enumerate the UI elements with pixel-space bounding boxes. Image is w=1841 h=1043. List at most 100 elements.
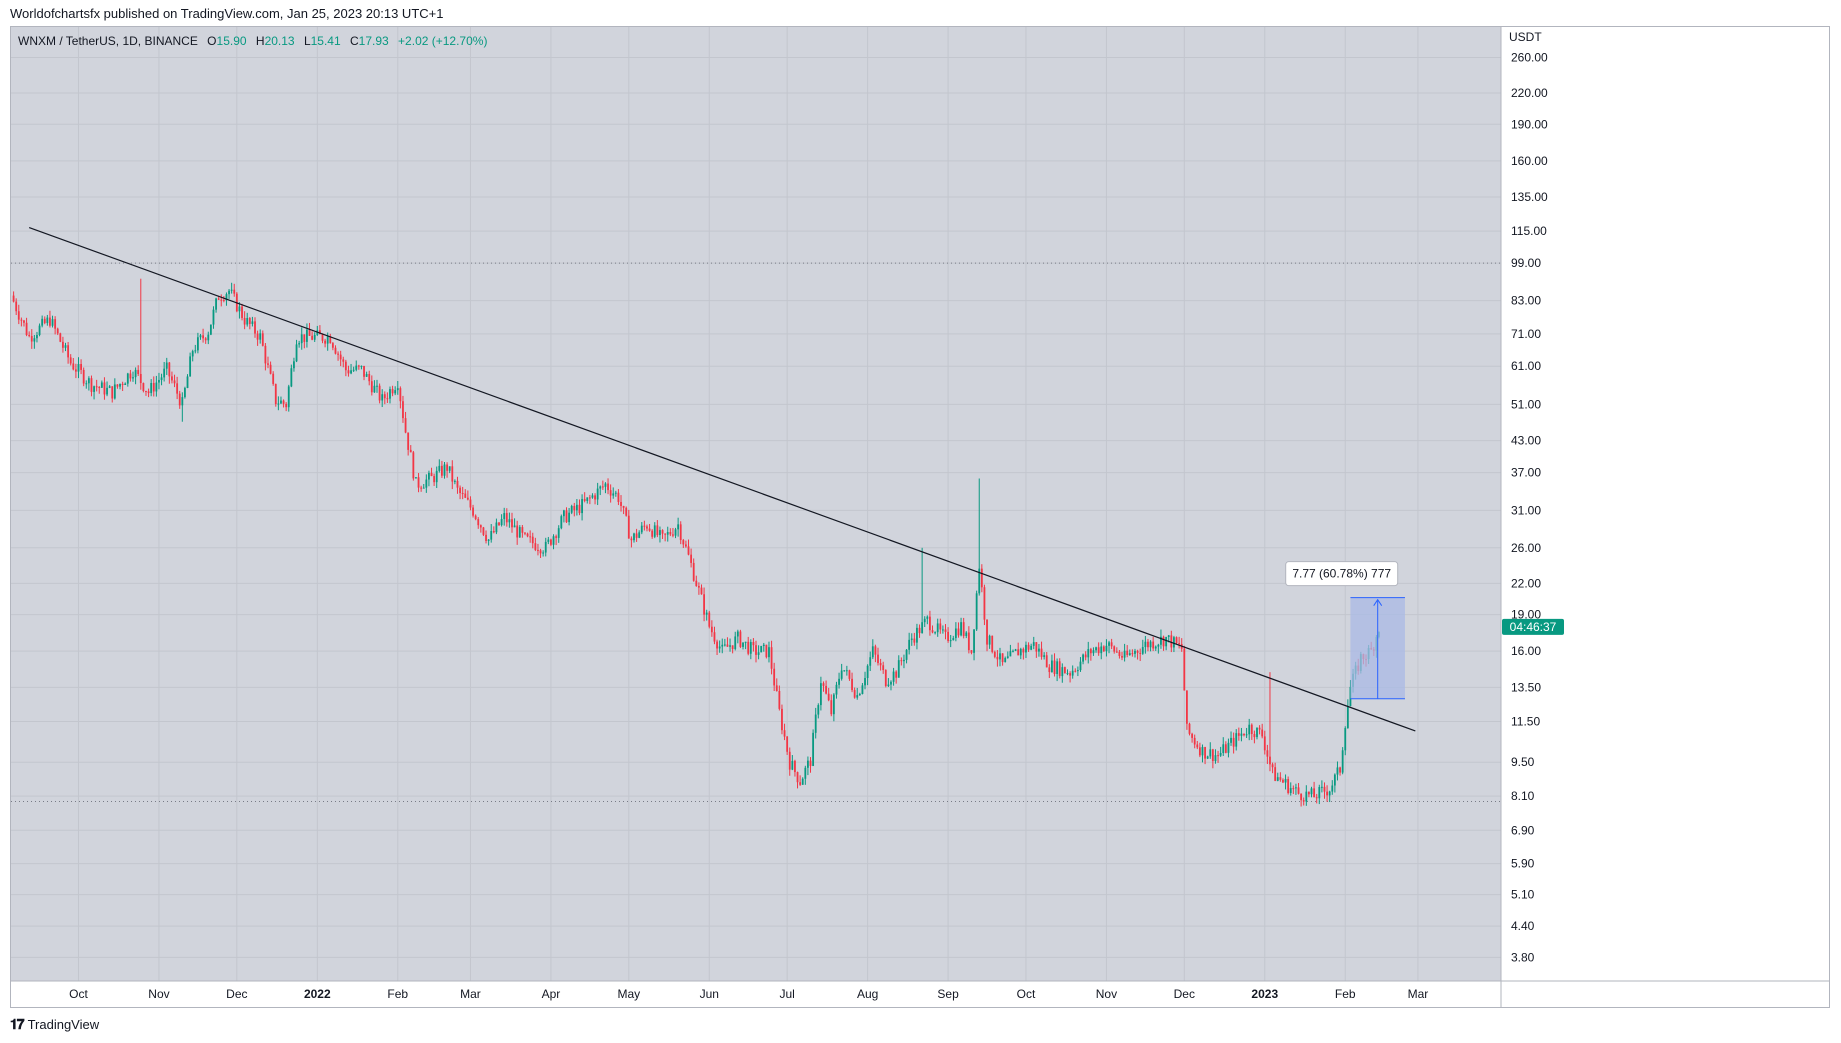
- candle-body: [583, 498, 586, 501]
- candle-body: [20, 319, 23, 321]
- candle-body: [1045, 655, 1048, 668]
- measure-label-box: [1285, 561, 1399, 587]
- candle-body: [59, 333, 62, 342]
- candle-body: [233, 289, 236, 294]
- candle-body: [209, 324, 212, 335]
- candle-body: [1066, 673, 1069, 675]
- price-axis[interactable]: USDT 260.00 220.00 190.00 160.00 135.00 115.00…: [1500, 27, 1564, 1007]
- candle-body: [433, 476, 436, 483]
- candle-body: [1134, 650, 1136, 654]
- candle-body: [609, 490, 612, 496]
- candle-body: [516, 525, 519, 538]
- candle-body: [666, 532, 669, 535]
- candle-body: [1074, 670, 1077, 672]
- candle-body: [921, 622, 924, 634]
- candle-body: [435, 470, 438, 483]
- symbol-name: WNXM / TetherUS, 1D, BINANCE: [18, 34, 198, 48]
- candle-body: [599, 486, 602, 489]
- candle-body: [277, 403, 280, 405]
- candle-body: [1339, 767, 1341, 773]
- candle-body: [420, 487, 423, 489]
- candle-body: [352, 369, 355, 371]
- candle-body: [469, 499, 472, 508]
- y-tick-label: 135.00: [1511, 190, 1548, 204]
- candle-body: [931, 630, 934, 633]
- candle-body: [685, 544, 687, 547]
- price-range-measure[interactable]: 7.77 (60.78%) 777: [1285, 561, 1405, 700]
- candle-body: [1079, 661, 1082, 671]
- candle-body: [916, 627, 918, 643]
- candle-body: [438, 465, 441, 471]
- candle-body: [33, 338, 36, 342]
- candle-body: [812, 732, 815, 766]
- time-axis[interactable]: Oct Nov Dec 2022 Feb Mar Apr May Jun Jul Aug Sep Oct…: [11, 980, 1829, 1001]
- candle-body: [17, 311, 20, 320]
- y-tick-label: 9.50: [1511, 755, 1535, 769]
- candle-body: [186, 376, 189, 388]
- candle-body: [404, 418, 407, 433]
- candles[interactable]: [12, 278, 1380, 807]
- candle-body: [669, 532, 672, 535]
- candle-body: [1250, 724, 1253, 735]
- candle-body: [762, 644, 765, 647]
- candle-body: [835, 684, 838, 695]
- candle-body: [524, 532, 526, 534]
- candle-body: [25, 322, 28, 335]
- y-tick-label: 26.00: [1511, 541, 1541, 555]
- candle-body: [1276, 777, 1279, 781]
- candle-body: [993, 651, 996, 657]
- tradingview-logo-icon[interactable]: 𝟏𝟕: [10, 1016, 25, 1032]
- candle-body: [723, 644, 726, 646]
- candle-body: [113, 384, 116, 399]
- candle-body: [713, 632, 716, 642]
- candle-body: [326, 336, 329, 344]
- candle-body: [459, 487, 461, 494]
- candle-body: [1320, 786, 1323, 788]
- candle-body: [700, 587, 703, 595]
- candle-body: [848, 670, 851, 679]
- candle-body: [394, 390, 397, 394]
- candle-body: [908, 639, 911, 650]
- candle-body: [321, 334, 324, 341]
- candle-body: [207, 334, 210, 341]
- candle-body: [93, 386, 95, 392]
- candle-body: [383, 394, 386, 399]
- countdown-label: 04:46:37: [1510, 620, 1557, 634]
- candle-body: [477, 519, 480, 526]
- candle-body: [1313, 788, 1316, 798]
- candle-body: [472, 507, 474, 516]
- brand-name[interactable]: TradingView: [27, 1017, 100, 1032]
- candle-body: [903, 659, 905, 662]
- candle-body: [1266, 750, 1269, 757]
- candle-body: [778, 690, 781, 709]
- open-value: 15.90: [216, 34, 247, 48]
- candle-body: [365, 374, 368, 377]
- candle-body: [550, 539, 552, 545]
- candle-body: [230, 289, 233, 291]
- candle-body: [1175, 637, 1178, 644]
- candle-body: [1341, 750, 1344, 773]
- chart-area[interactable]: 7.77 (60.78%) 777 USDT 260.00 220.00 190.00 1…: [10, 26, 1830, 1008]
- candle-body: [1113, 646, 1116, 652]
- candle-body: [747, 641, 750, 654]
- price-chart[interactable]: 7.77 (60.78%) 777 USDT 260.00 220.00 190.00 1…: [11, 27, 1829, 1007]
- candle-body: [228, 290, 230, 295]
- candle-body: [1108, 642, 1110, 646]
- candle-body: [960, 622, 962, 636]
- candle-body: [529, 536, 532, 538]
- x-tick-label: Mar: [460, 987, 481, 1001]
- candle-body: [342, 359, 345, 362]
- candle-body: [106, 387, 108, 395]
- trendline[interactable]: [28, 226, 1416, 732]
- candle-body: [282, 400, 285, 404]
- candle-body: [973, 629, 975, 653]
- candle-body: [739, 631, 742, 647]
- candle-body: [988, 635, 991, 645]
- y-tick-label: 51.00: [1511, 397, 1541, 411]
- candle-body: [204, 338, 207, 341]
- candle-body: [799, 782, 802, 785]
- candle-body: [1217, 755, 1219, 757]
- candle-body: [225, 294, 228, 301]
- candle-body: [505, 513, 508, 523]
- candle-body: [1139, 652, 1142, 654]
